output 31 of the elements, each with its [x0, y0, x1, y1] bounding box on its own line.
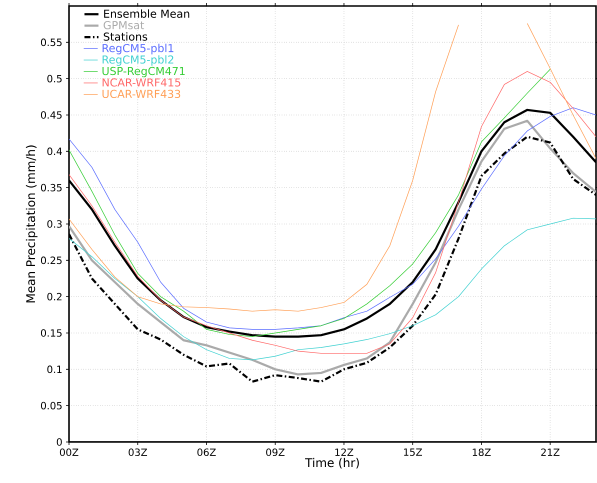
y-tick-label: 0.5 — [47, 74, 62, 82]
y-tick-label: 0.05 — [40, 402, 62, 410]
x-tick-label: 18Z — [472, 448, 491, 456]
legend-label: Ensemble Mean — [104, 9, 190, 18]
legend-label: RegCM5-pbl1 — [102, 44, 174, 54]
x-axis-title: Time (hr) — [305, 458, 359, 469]
y-tick-label: 0.15 — [40, 329, 62, 337]
legend-label: RegCM5-pbl2 — [102, 55, 174, 66]
y-tick-label: 0.2 — [47, 292, 62, 300]
y-tick-label: 0.45 — [40, 111, 62, 119]
y-tick-label: 0.4 — [47, 148, 62, 156]
x-tick-label: 06Z — [197, 448, 216, 456]
y-tick-label: 0 — [56, 438, 62, 446]
x-tick-label: 15Z — [404, 448, 422, 456]
legend-label: NCAR-WRF415 — [102, 78, 180, 87]
x-tick-label: 12Z — [335, 448, 354, 456]
x-tick-label: 21Z — [541, 448, 560, 456]
x-tick-label: 09Z — [266, 448, 285, 456]
y-tick-label: 0.1 — [47, 366, 62, 374]
y-axis-title: Mean Precipitation (mm/h) — [26, 145, 38, 302]
legend-label: USP-RegCM471 — [102, 66, 185, 78]
y-tick-label: 0.35 — [40, 184, 62, 192]
legend-label: Stations — [104, 32, 148, 41]
legend-label: UCAR-WRF433 — [102, 90, 180, 98]
x-tick-label: 00Z — [60, 448, 78, 456]
y-tick-label: 0.25 — [40, 256, 62, 264]
line-series — [69, 218, 596, 360]
legend-label: GPMsat — [104, 21, 144, 30]
y-tick-label: 0.55 — [40, 38, 62, 46]
x-tick-label: 03Z — [128, 448, 148, 456]
y-tick-label: 0.3 — [47, 220, 62, 228]
